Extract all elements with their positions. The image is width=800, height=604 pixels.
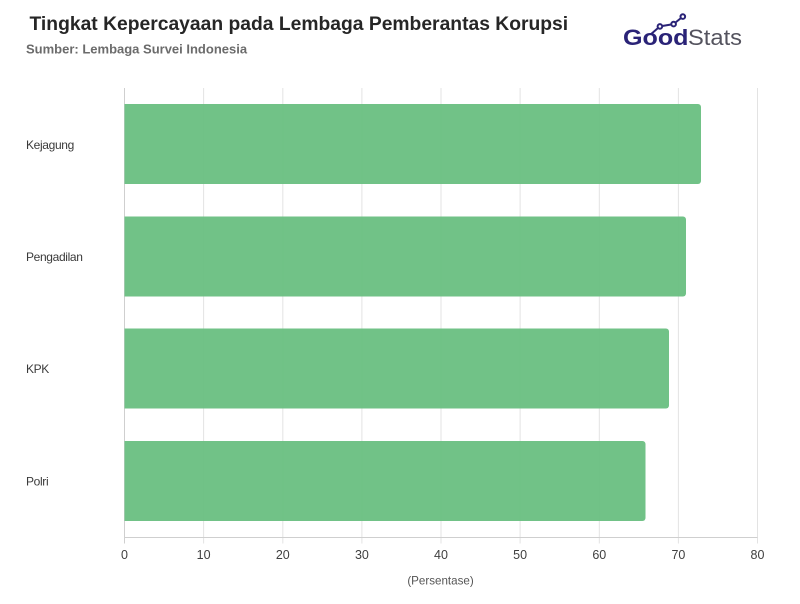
- svg-text:KPK: KPK: [26, 362, 49, 376]
- svg-text:0: 0: [121, 548, 128, 562]
- svg-text:Kejagung: Kejagung: [26, 138, 74, 152]
- svg-text:30: 30: [355, 548, 369, 562]
- svg-text:80: 80: [751, 548, 765, 562]
- svg-text:70: 70: [671, 548, 685, 562]
- svg-text:20: 20: [276, 548, 290, 562]
- svg-text:40: 40: [434, 548, 448, 562]
- svg-text:Pengadilan: Pengadilan: [26, 250, 83, 264]
- svg-text:Stats: Stats: [688, 25, 742, 50]
- svg-text:Tingkat Kepercayaan pada Lemba: Tingkat Kepercayaan pada Lembaga Pembera…: [30, 14, 569, 35]
- svg-text:50: 50: [513, 548, 527, 562]
- svg-text:60: 60: [592, 548, 606, 562]
- svg-text:(Persentase): (Persentase): [407, 575, 474, 588]
- svg-text:Sumber: Lembaga Survei Indones: Sumber: Lembaga Survei Indonesia: [26, 42, 248, 57]
- svg-text:10: 10: [197, 548, 211, 562]
- svg-text:Polri: Polri: [26, 475, 48, 489]
